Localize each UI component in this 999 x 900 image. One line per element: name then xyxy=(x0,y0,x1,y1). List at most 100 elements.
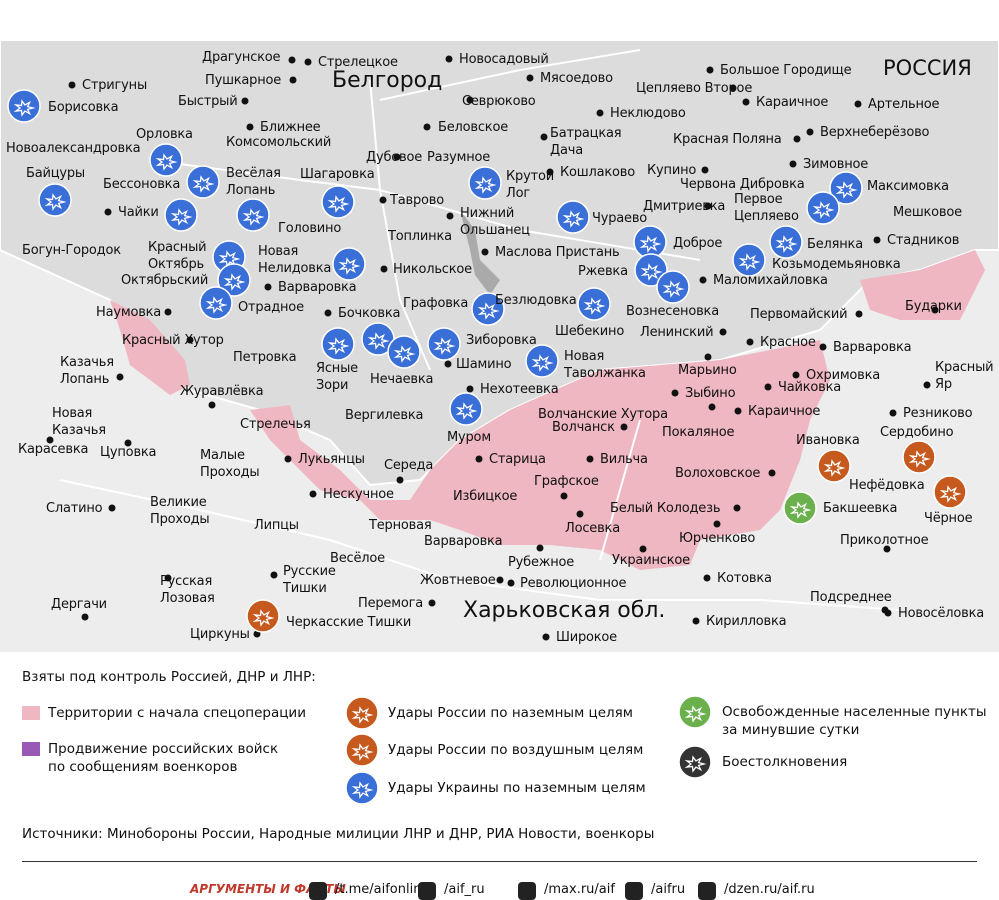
footer-link[interactable]: /t.me/aifonline xyxy=(335,882,430,897)
place-dot xyxy=(423,123,431,131)
place-label: Зыбино xyxy=(685,385,736,401)
place-label: Новая Таволжанка xyxy=(564,349,646,381)
place-label: Крутой Лог xyxy=(506,169,554,201)
place-dot xyxy=(789,160,797,168)
place-label: Весёлая Лопань xyxy=(226,166,281,198)
place-dot xyxy=(536,544,544,552)
footer-link[interactable]: /dzen.ru/aif.ru xyxy=(724,882,815,897)
place-label: Белый Колодезь xyxy=(610,500,721,516)
place-label: Новосёловка xyxy=(898,605,985,621)
icon-glyph xyxy=(684,755,707,773)
place-dot xyxy=(704,353,712,361)
place-label: Цепляево Второе xyxy=(636,80,753,96)
place-label: Октябрьский xyxy=(121,272,209,288)
icon-glyph xyxy=(192,175,215,193)
footer-link[interactable]: /aif_ru xyxy=(444,882,485,897)
place-label: Зиборовка xyxy=(466,332,537,348)
place-label: Охримовка xyxy=(806,367,881,383)
ukraine-strike-icon xyxy=(732,243,766,277)
place-label: Головино xyxy=(278,220,342,236)
place-dot xyxy=(270,571,278,579)
place-dot xyxy=(324,309,332,317)
place-label: Мясоедово xyxy=(540,70,613,86)
icon-glyph xyxy=(835,181,858,199)
occupied-area xyxy=(250,340,830,570)
russia-strike-icon xyxy=(933,475,967,509)
russia-strike-icon xyxy=(817,449,851,483)
place-label: Шамино xyxy=(456,356,512,372)
place-dot xyxy=(671,389,679,397)
place-label: Кошлаково xyxy=(560,164,635,180)
place-dot xyxy=(706,66,714,74)
social-icon xyxy=(625,882,643,900)
place-label: Козьмодемьяновка xyxy=(772,256,901,272)
place-label: Купино xyxy=(647,162,697,178)
place-label: Весёлое xyxy=(330,550,385,566)
place-label: Русская Лозовая xyxy=(160,574,215,606)
place-label: Карасевка xyxy=(18,441,89,457)
place-label: Лосевка xyxy=(565,520,620,536)
place-label: Караичное xyxy=(748,403,821,419)
footer-link[interactable]: /max.ru/aif xyxy=(544,882,615,897)
place-label: Новая Казачья xyxy=(52,406,106,438)
place-label: Красный Хутор xyxy=(122,332,224,348)
icon-glyph xyxy=(812,201,835,219)
place-dot xyxy=(883,545,891,553)
place-label: Липцы xyxy=(254,517,299,533)
place-label: Чураево xyxy=(592,210,648,226)
place-dot xyxy=(444,360,452,368)
place-dot xyxy=(854,100,862,108)
place-label: Кирилловка xyxy=(706,613,787,629)
icon-glyph xyxy=(433,337,456,355)
icon-glyph xyxy=(13,99,36,117)
icon-glyph xyxy=(205,296,228,314)
place-label: Вильча xyxy=(600,451,648,467)
ukraine-strike-icon xyxy=(556,200,590,234)
place-label: Безлюдовка xyxy=(495,292,577,308)
icon-glyph xyxy=(223,273,246,291)
place-dot xyxy=(284,455,292,463)
place-label: Стрелечья xyxy=(240,416,311,432)
icon-glyph xyxy=(393,345,416,363)
place-label: Журавлёвка xyxy=(180,383,264,399)
place-label: Белянка xyxy=(807,236,863,252)
icon-glyph xyxy=(477,302,500,320)
place-label: Красное xyxy=(760,334,816,350)
ukraine-strike-icon xyxy=(471,292,505,326)
place-label: Артельное xyxy=(868,96,940,112)
place-label: Пушкарное xyxy=(205,72,282,88)
place-dot xyxy=(46,436,54,444)
place-dot xyxy=(446,212,454,220)
ukraine-strike-icon xyxy=(449,392,483,426)
social-icon xyxy=(418,882,436,900)
place-dot xyxy=(793,135,801,143)
footer-link[interactable]: /aifru xyxy=(651,882,686,897)
place-label: Слатино xyxy=(46,500,103,516)
ukraine-strike-icon xyxy=(387,335,421,369)
place-dot xyxy=(164,574,172,582)
place-dot xyxy=(475,455,483,463)
place-label: Бударки xyxy=(905,298,962,314)
map-shapes xyxy=(0,40,999,652)
place-label: Покаляное xyxy=(662,424,735,440)
place-dot xyxy=(396,476,404,484)
place-dot xyxy=(507,579,515,587)
place-dot xyxy=(380,265,388,273)
occupied-area xyxy=(860,250,985,320)
place-label: Первомайский xyxy=(750,306,848,322)
place-dot xyxy=(708,403,716,411)
place-dot xyxy=(393,153,401,161)
legend-swatch xyxy=(22,742,40,756)
place-label: Ивановка xyxy=(796,432,860,448)
icon-glyph xyxy=(684,705,707,723)
place-dot xyxy=(764,383,772,391)
place-label: Резниково xyxy=(903,405,973,421)
place-label: Марьино xyxy=(678,362,737,378)
ukraine-strike-icon xyxy=(186,165,220,199)
place-dot xyxy=(792,371,800,379)
ukraine-strike-icon xyxy=(7,89,41,123)
place-label: Циркуны xyxy=(190,626,250,642)
legend-item: Удары Украины по наземным целям xyxy=(388,780,646,796)
place-dot xyxy=(466,385,474,393)
place-label: Красная Поляна xyxy=(673,131,782,147)
